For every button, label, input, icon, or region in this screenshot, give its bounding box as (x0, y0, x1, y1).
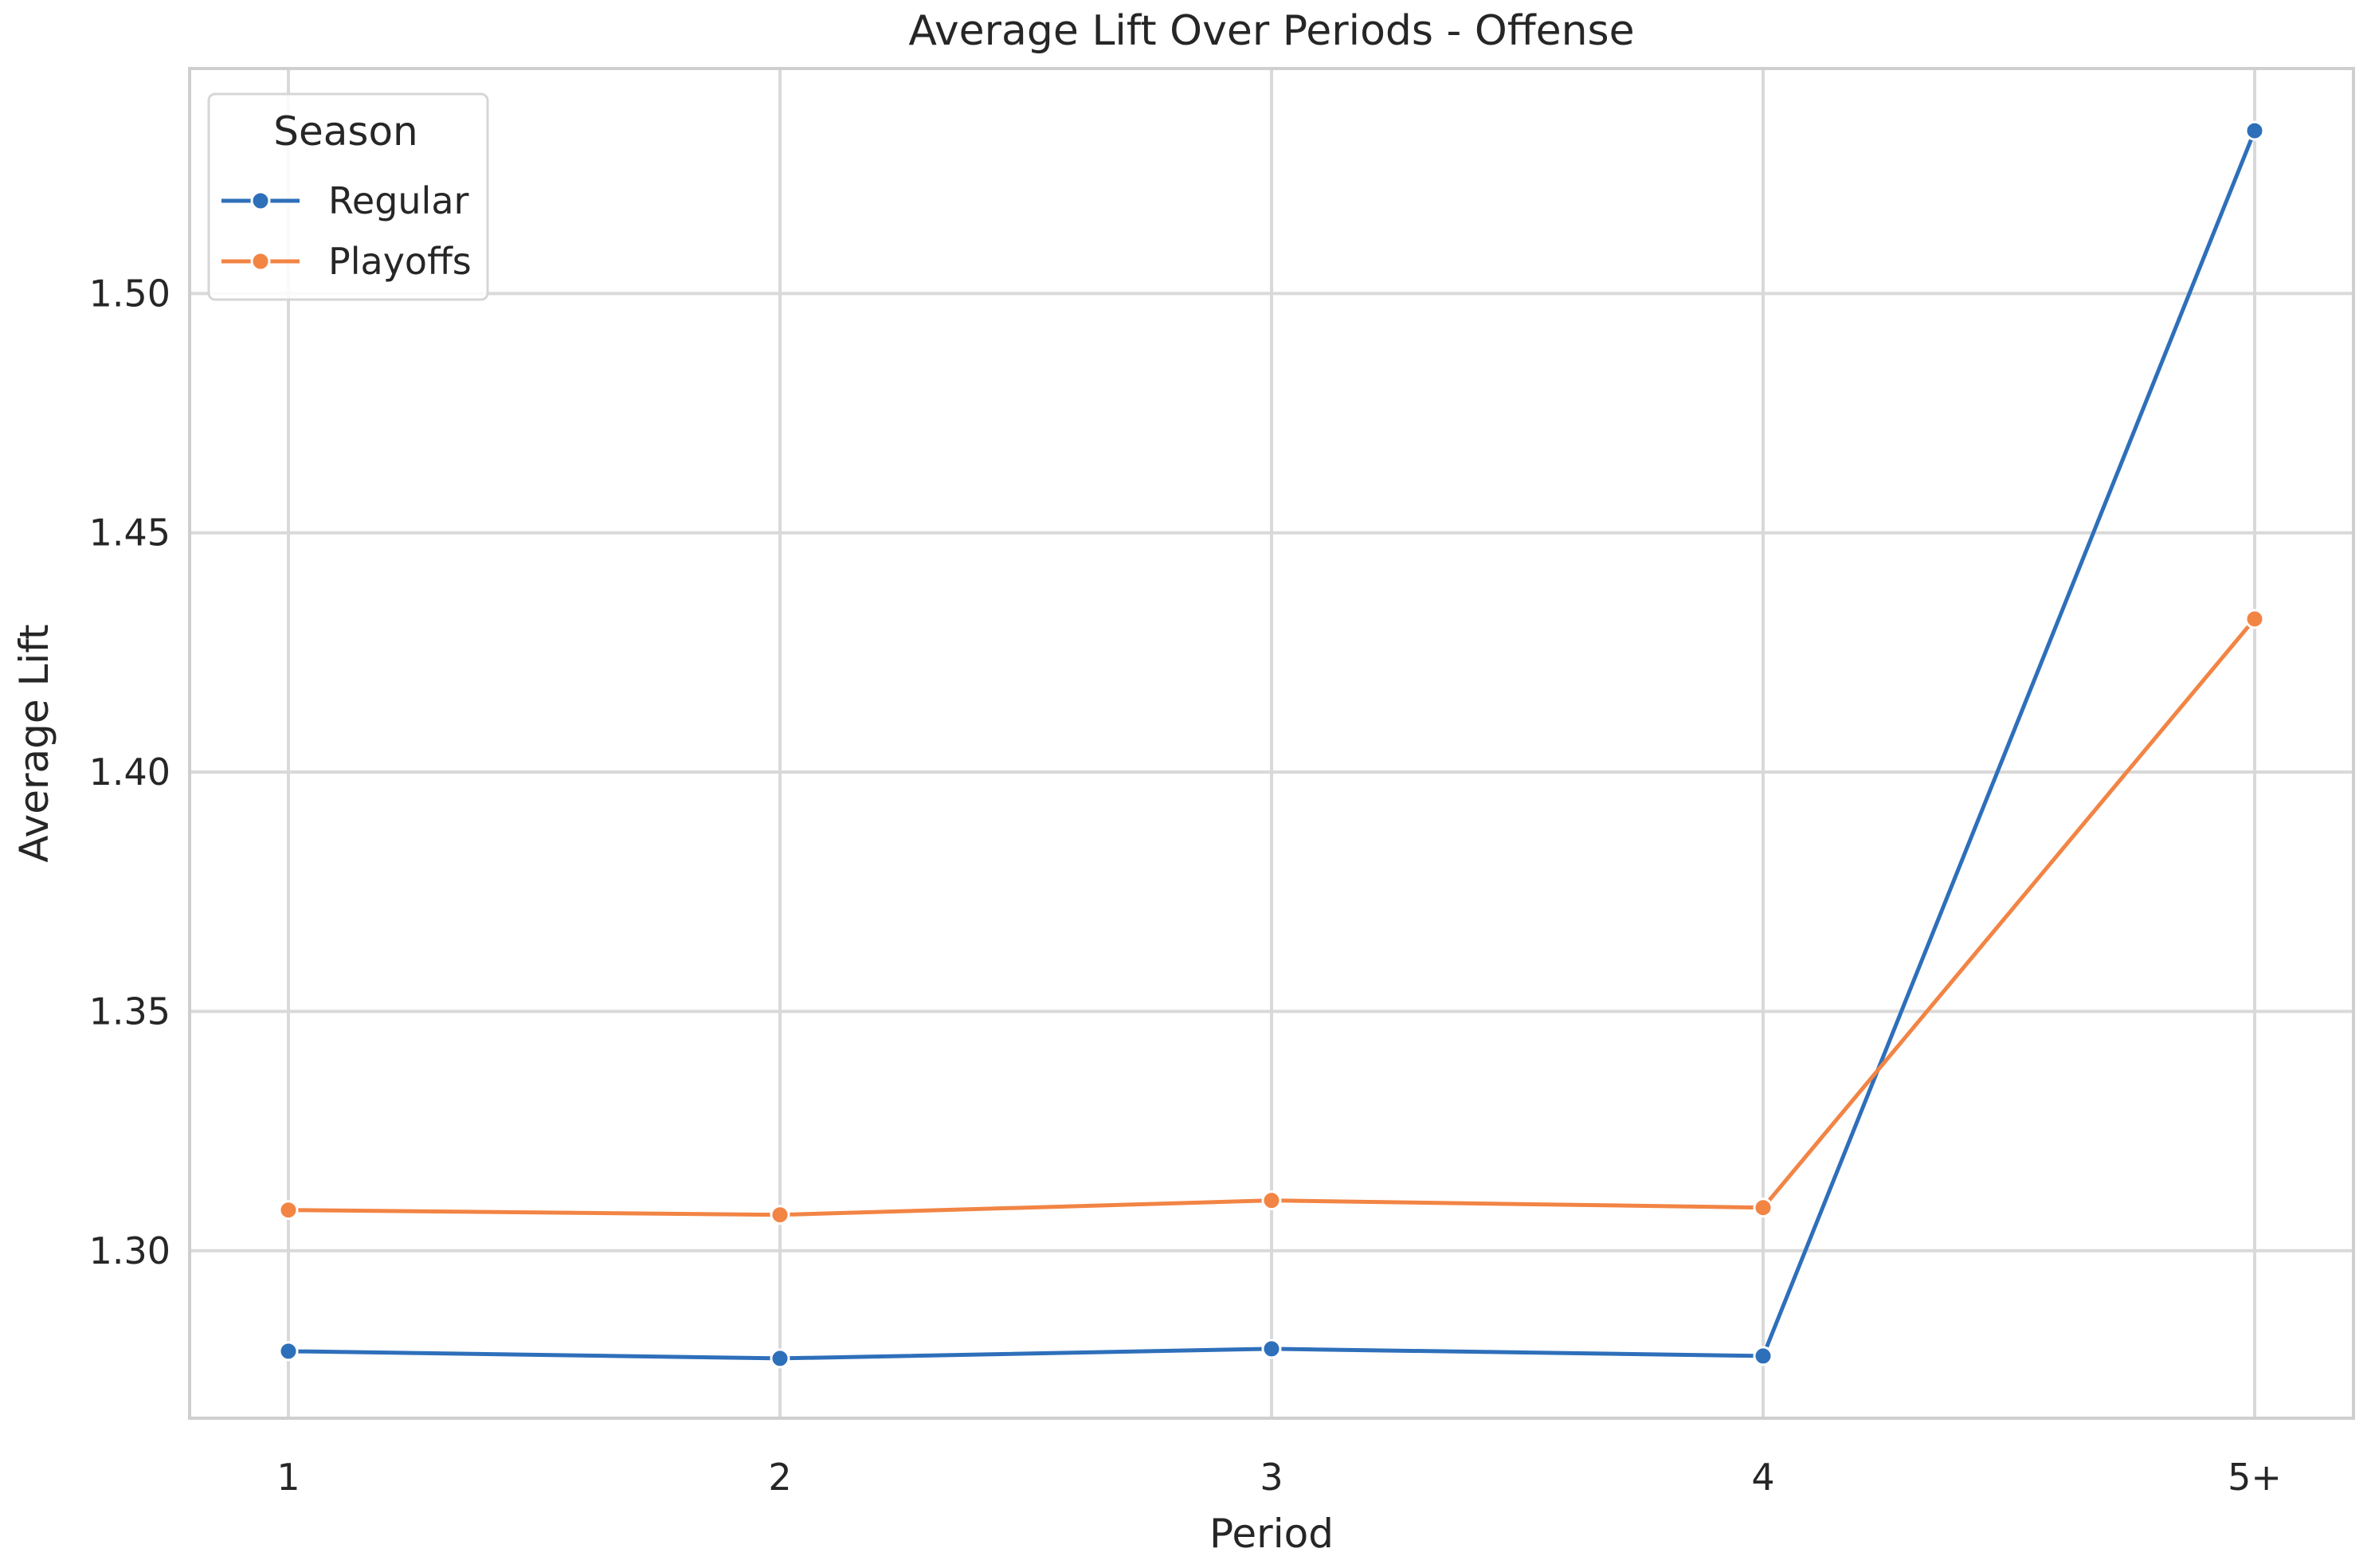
data-point-playoffs (770, 1205, 790, 1225)
legend-box (207, 92, 489, 301)
legend: Season Regular Playoffs (207, 92, 489, 301)
tick-labels: 1 2 3 4 5+ 1.30 1.35 1.40 1.45 1.50 (89, 272, 2282, 1499)
legend-entries: Regular Playoffs (221, 179, 472, 283)
data-point-regular (770, 1348, 790, 1369)
x-tick-label: 3 (1260, 1456, 1283, 1499)
legend-entry-regular: Regular (221, 179, 469, 222)
data-point-regular (1753, 1346, 1773, 1366)
x-tick-label: 4 (1751, 1456, 1774, 1499)
data-point-playoffs (1261, 1190, 1282, 1211)
grid (190, 69, 2353, 1418)
legend-swatch-marker (250, 190, 271, 211)
series-lines (278, 120, 2265, 1369)
data-point-regular (278, 1341, 299, 1362)
legend-label: Regular (328, 179, 469, 222)
legend-title: Season (273, 108, 417, 155)
legend-entry-playoffs: Playoffs (221, 240, 472, 283)
y-tick-label: 1.30 (89, 1229, 170, 1272)
x-axis-label: Period (1209, 1511, 1334, 1557)
plot-frame (188, 67, 2355, 1420)
data-point-playoffs (1753, 1198, 1773, 1218)
x-tick-label: 2 (768, 1456, 791, 1499)
data-point-playoffs (278, 1200, 299, 1221)
chart-title: Average Lift Over Periods - Offense (908, 7, 1634, 55)
y-tick-label: 1.40 (89, 751, 170, 794)
legend-label: Playoffs (328, 240, 472, 283)
data-point-playoffs (2244, 609, 2265, 629)
data-point-regular (2244, 120, 2265, 141)
y-tick-label: 1.45 (89, 512, 170, 555)
x-tick-label: 5+ (2228, 1456, 2282, 1499)
y-tick-label: 1.35 (89, 990, 170, 1033)
legend-swatch-marker (250, 251, 271, 272)
x-tick-label: 1 (276, 1456, 300, 1499)
y-axis-label: Average Lift (11, 624, 57, 862)
y-tick-label: 1.50 (89, 272, 170, 315)
data-point-regular (1261, 1339, 1282, 1359)
